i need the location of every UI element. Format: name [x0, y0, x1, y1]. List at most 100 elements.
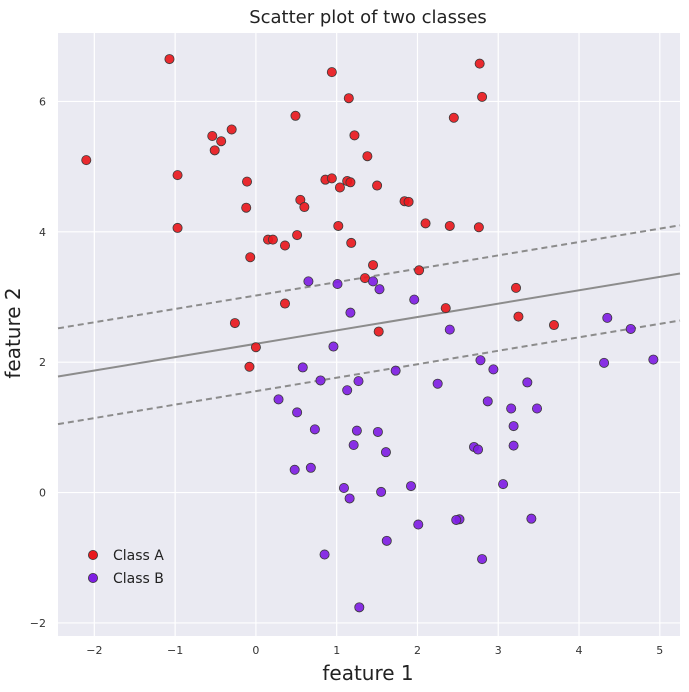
class-a-point	[474, 58, 485, 69]
class-b-point	[599, 357, 610, 368]
margin-line	[57, 319, 681, 426]
x-tick-label: 2	[414, 644, 421, 657]
class-b-point	[526, 513, 537, 524]
class-a-point	[372, 180, 383, 191]
class-b-point	[602, 312, 613, 323]
class-b-point	[345, 307, 356, 318]
decision-boundary-line	[57, 272, 681, 378]
class-a-point	[343, 93, 354, 104]
class-b-point	[354, 602, 365, 613]
plot-area	[58, 33, 680, 636]
y-axis-label: feature 2	[1, 287, 25, 378]
class-a-point	[548, 320, 559, 331]
class-b-point	[413, 519, 424, 530]
class-a-point	[477, 91, 488, 102]
class-b-point	[319, 549, 330, 560]
class-a-point	[164, 54, 175, 65]
class-a-point	[292, 230, 303, 241]
class-a-point	[326, 173, 337, 184]
class-b-point	[506, 403, 517, 414]
class-a-point	[250, 342, 261, 353]
class-a-point	[245, 252, 256, 263]
class-a-point	[368, 260, 379, 271]
class-b-point	[348, 439, 359, 450]
class-a-point	[346, 237, 357, 248]
y-tick-label: 4	[39, 226, 46, 239]
x-tick-label: 3	[495, 644, 502, 657]
class-b-point	[498, 479, 509, 490]
class-b-point	[353, 376, 364, 387]
class-b-point	[444, 324, 455, 335]
x-axis-label: feature 1	[322, 661, 413, 685]
y-tick-label: 0	[39, 487, 46, 500]
class-b-point	[482, 396, 493, 407]
class-b-point	[305, 462, 316, 473]
legend-label: Class A	[113, 548, 164, 564]
tick-labels: −2 −1 0 1 2 3 4 5 −2 0 2 4 6	[30, 95, 664, 657]
legend: Class A Class B	[88, 548, 164, 587]
chart-title: Scatter plot of two classes	[249, 7, 487, 28]
class-b-point	[273, 394, 284, 405]
class-b-point	[309, 424, 320, 435]
class-b-point	[303, 276, 314, 287]
legend-marker	[88, 573, 99, 584]
class-a-point	[226, 124, 237, 135]
class-b-point	[292, 407, 303, 418]
class-b-point	[648, 354, 659, 365]
x-tick-label: 4	[576, 644, 583, 657]
class-b-point	[332, 278, 343, 289]
class-a-point	[513, 311, 524, 322]
class-b-point	[508, 421, 519, 432]
class-a-point	[229, 318, 240, 329]
class-b-point	[390, 365, 401, 376]
class-a-point	[444, 220, 455, 231]
legend-label: Class B	[113, 571, 164, 587]
class-b-point	[473, 444, 484, 455]
class-b-point	[409, 294, 420, 305]
class-a-point	[209, 145, 220, 156]
class-b-point	[508, 440, 519, 451]
class-b-point	[372, 426, 383, 437]
class-a-point	[373, 326, 384, 337]
class-b-point	[344, 493, 355, 504]
class-b-point	[289, 464, 300, 475]
class-a-point	[242, 176, 253, 187]
x-tick-label: 0	[252, 644, 259, 657]
class-a-point	[349, 130, 360, 141]
class-b-point	[381, 535, 392, 546]
class-a-point	[241, 202, 252, 213]
y-tick-label: 6	[39, 95, 46, 108]
grid	[58, 33, 680, 636]
class-b-point	[625, 323, 636, 334]
class-b-point	[432, 378, 443, 389]
x-tick-label: 1	[333, 644, 340, 657]
class-b-point	[297, 362, 308, 373]
legend-marker	[88, 550, 99, 561]
class-a-point	[334, 182, 345, 193]
y-tick-label: 2	[39, 356, 46, 369]
class-a-point	[345, 177, 356, 188]
class-a-point	[440, 303, 451, 314]
class-a-point	[290, 110, 301, 121]
class-a-point	[267, 234, 278, 245]
class-b-point	[374, 284, 385, 295]
class-a-point	[279, 240, 290, 251]
class-a-point	[172, 170, 183, 181]
class-a-point	[333, 220, 344, 231]
class-b-point	[368, 276, 379, 287]
class-a-point	[448, 112, 459, 123]
class-b-point	[522, 377, 533, 388]
class-a-point	[326, 67, 337, 78]
class-b-point	[351, 425, 362, 436]
class-a-point	[420, 218, 431, 229]
class-b-point	[532, 403, 543, 414]
class-b-point	[380, 447, 391, 458]
class-a-point	[81, 155, 92, 166]
x-tick-label: −2	[86, 644, 102, 657]
class-b-point	[338, 483, 349, 494]
class-a-point	[299, 202, 310, 213]
data-points	[81, 54, 659, 613]
class-b-point	[477, 554, 488, 565]
